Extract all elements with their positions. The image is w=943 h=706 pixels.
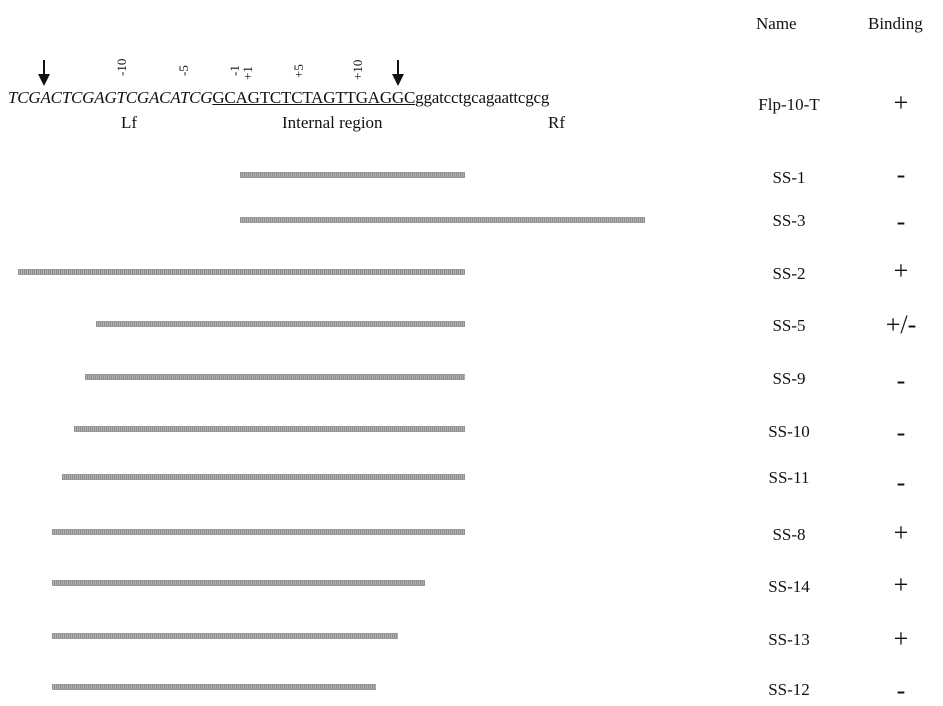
oligo-bar-ss-3 (240, 217, 645, 223)
oligo-bar-ss-11 (62, 474, 465, 480)
binding-result-flp-10-t: + (893, 88, 909, 117)
left-flank-sequence: TCGACTCGAGTCGACATCG (8, 88, 213, 107)
binding-result-ss-13: + (893, 624, 909, 653)
position-marker-plus-5: +5 (291, 64, 306, 78)
oligo-bar-ss-2 (18, 269, 465, 275)
binding-column-header: Binding (868, 14, 923, 33)
internal-region-label: Internal region (282, 113, 383, 132)
binding-result-ss-2: + (893, 256, 909, 285)
oligo-bar-ss-5 (96, 321, 465, 327)
binding-result-ss-11: - (896, 468, 906, 497)
row-name-ss-10: SS-10 (768, 422, 810, 441)
dna-sequence: TCGACTCGAGTCGACATCGGCAGTCTCTAGTTGAGGCgga… (8, 88, 549, 108)
left-flank-label: Lf (121, 113, 138, 132)
binding-result-ss-8: + (893, 518, 909, 547)
binding-result-ss-1: - (896, 160, 906, 189)
binding-result-ss-12: - (896, 676, 906, 705)
row-name-ss-14: SS-14 (768, 577, 810, 596)
row-name-ss-12: SS-12 (768, 680, 810, 699)
row-name-ss-3: SS-3 (772, 211, 806, 230)
binding-result-ss-9: - (896, 366, 906, 395)
oligo-bar-ss-1 (240, 172, 465, 178)
oligo-bar-ss-8 (52, 529, 465, 535)
oligo-bar-ss-13 (52, 633, 398, 639)
row-name-ss-2: SS-2 (772, 264, 806, 283)
name-column-header: Name (756, 14, 797, 33)
right-flank-label: Rf (548, 113, 565, 132)
row-name-ss-11: SS-11 (768, 468, 810, 487)
row-name-ss-8: SS-8 (772, 525, 806, 544)
position-marker-plus-1: +1 (240, 66, 255, 80)
oligo-bar-ss-9 (85, 374, 465, 380)
oligo-bar-ss-12 (52, 684, 376, 690)
row-name-flp-10-t: Flp-10-T (758, 95, 820, 114)
row-name-ss-9: SS-9 (772, 369, 806, 388)
row-name-ss-5: SS-5 (772, 316, 806, 335)
row-name-ss-13: SS-13 (768, 630, 810, 649)
row-name-ss-1: SS-1 (772, 168, 806, 187)
position-marker-plus-10: +10 (350, 59, 365, 80)
oligo-bar-ss-14 (52, 580, 425, 586)
binding-result-ss-3: - (896, 207, 906, 236)
binding-result-ss-14: + (893, 570, 909, 599)
binding-result-ss-10: - (896, 418, 906, 447)
internal-region-sequence: GCAGTCTCTAGTTGAGGC (212, 88, 416, 107)
binding-result-ss-5: +/- (885, 310, 917, 339)
right-flank-sequence: ggatcctgcagaattcgcg (415, 88, 550, 107)
oligo-bar-ss-10 (74, 426, 465, 432)
position-marker-minus-5: -5 (176, 65, 191, 76)
position-marker-minus-10: -10 (114, 58, 129, 76)
